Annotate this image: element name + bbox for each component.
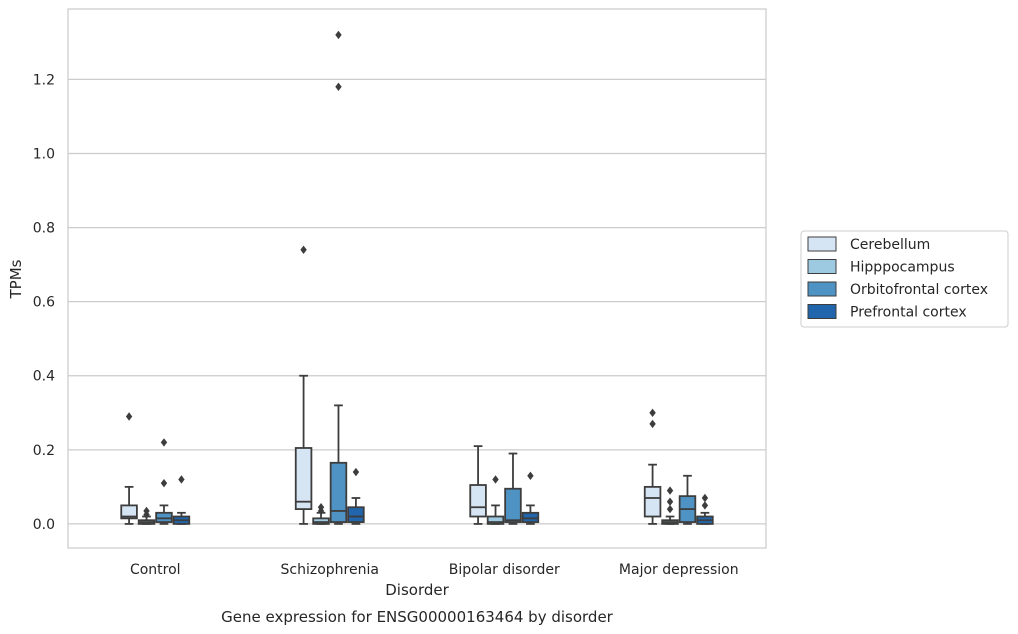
box-prefrontal-cortex	[696, 493, 714, 525]
box-cerebellum	[120, 412, 138, 525]
box-cerebellum	[469, 445, 487, 525]
y-tick-label: 1.2	[33, 72, 55, 88]
box-prefrontal-cortex	[347, 467, 365, 525]
outlier-point	[649, 408, 656, 417]
box-body	[294, 447, 313, 511]
box-groups	[120, 30, 714, 525]
box-body	[504, 487, 522, 523]
outlier-point	[160, 438, 168, 447]
box-body	[643, 485, 662, 518]
box-orbitofrontal-cortex	[504, 452, 522, 525]
outlier-point	[352, 467, 360, 477]
outlier-point	[125, 412, 133, 421]
box-body	[521, 511, 540, 523]
outlier-point	[666, 486, 674, 495]
legend-label: Cerebellum	[850, 237, 930, 253]
y-tick-label: 0.4	[33, 369, 55, 385]
box-prefrontal-cortex	[521, 471, 540, 525]
legend-label: Prefrontal cortex	[850, 305, 967, 321]
box-body	[347, 506, 365, 523]
x-tick-label: Major depression	[619, 562, 739, 578]
outlier-point	[649, 419, 656, 429]
outlier-point	[666, 497, 674, 506]
chart-caption: Gene expression for ENSG00000163464 by d…	[221, 608, 614, 626]
box-hipppocampus	[137, 506, 156, 525]
box-body	[120, 504, 138, 520]
box-body	[329, 461, 348, 523]
box-body	[469, 484, 487, 518]
outlier-point	[160, 478, 168, 488]
y-gridlines	[68, 78, 766, 525]
box-hipppocampus	[312, 503, 330, 525]
outlier-point	[335, 82, 342, 91]
plot-frame	[67, 8, 767, 549]
outlier-point	[317, 503, 325, 512]
box-cerebellum	[643, 408, 662, 525]
legend-swatch	[807, 281, 837, 297]
box-body	[155, 511, 173, 523]
box-hipppocampus	[661, 486, 679, 525]
legend: Cerebellum Hipppocampus Orbitofrontal cort…	[800, 230, 1009, 328]
box-body	[312, 517, 330, 525]
x-tick-label: Control	[130, 562, 181, 578]
y-tick-label: 1.0	[33, 146, 55, 162]
outlier-point	[701, 501, 709, 510]
x-tick-labels: Control Schizophrenia Bipolar disorder Majo…	[130, 562, 739, 578]
x-tick-label: Bipolar disorder	[449, 562, 560, 578]
y-tick-label: 0.0	[33, 517, 55, 533]
legend-swatch	[807, 236, 837, 252]
box-orbitofrontal-cortex	[329, 30, 348, 525]
y-axis-title: TPMs	[7, 259, 25, 299]
y-tick-label: 0.6	[33, 295, 55, 311]
outlier-point	[300, 245, 307, 254]
x-axis-title: Disorder	[385, 581, 449, 599]
box-orbitofrontal-cortex	[678, 474, 697, 525]
box-prefrontal-cortex	[172, 475, 191, 525]
box-body	[486, 515, 505, 525]
legend-frame	[800, 230, 1009, 328]
x-tick-label: Schizophrenia	[281, 562, 379, 578]
box-cerebellum	[294, 245, 313, 525]
y-tick-labels: 0.0 0.2 0.4 0.6 0.8 1.0 1.2	[33, 72, 55, 533]
box-orbitofrontal-cortex	[155, 438, 173, 525]
legend-label: Orbitofrontal cortex	[850, 282, 988, 298]
y-tick-label: 0.8	[33, 221, 55, 237]
outlier-point	[701, 493, 709, 503]
outlier-point	[178, 475, 185, 484]
box-hipppocampus	[486, 475, 505, 525]
outlier-point	[492, 475, 499, 484]
outlier-point	[666, 504, 674, 514]
legend-swatch	[807, 259, 837, 274]
outlier-point	[527, 471, 534, 480]
legend-swatch	[807, 304, 837, 319]
outlier-point	[335, 30, 342, 40]
outlier-point	[143, 506, 150, 516]
legend-label: Hipppocampus	[850, 260, 955, 276]
y-tick-label: 0.2	[33, 443, 55, 459]
